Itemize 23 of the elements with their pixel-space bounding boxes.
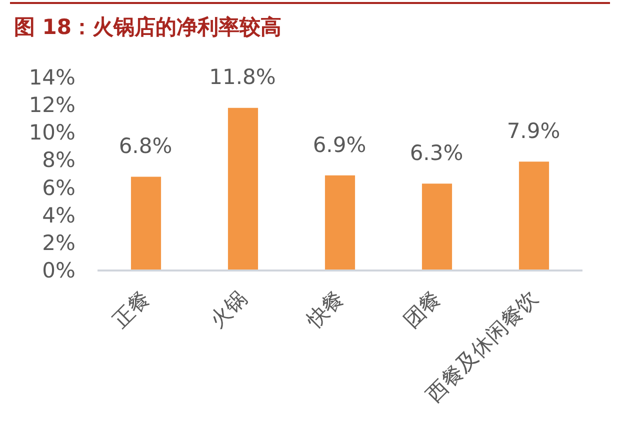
data-label: 7.9%	[506, 119, 560, 144]
bar	[324, 175, 356, 270]
y-tick-label: 10%	[28, 120, 76, 145]
data-label: 6.8%	[118, 134, 172, 158]
data-label: 6.3%	[410, 141, 464, 166]
bar	[422, 184, 452, 270]
y-tick-label: 4%	[42, 203, 76, 228]
x-tick-label: 快餐	[301, 286, 348, 334]
bar	[228, 108, 258, 270]
data-label: 11.8%	[209, 65, 276, 90]
x-tick-label: 火锅	[204, 286, 252, 333]
y-tick-label: 8%	[42, 148, 76, 172]
y-tick-label: 6%	[42, 176, 76, 200]
bar	[518, 162, 550, 270]
chart-title: 图 18：火锅店的净利率较高	[14, 14, 282, 41]
x-tick-label: 团餐	[398, 286, 446, 333]
y-tick-label: 12%	[28, 93, 76, 118]
y-tick-label: 0%	[42, 258, 76, 282]
bar	[130, 176, 162, 270]
y-tick-label: 2%	[42, 230, 76, 255]
x-tick-label: 正餐	[108, 286, 154, 333]
y-tick-label: 14%	[28, 66, 76, 90]
data-label: 6.9%	[312, 132, 366, 157]
